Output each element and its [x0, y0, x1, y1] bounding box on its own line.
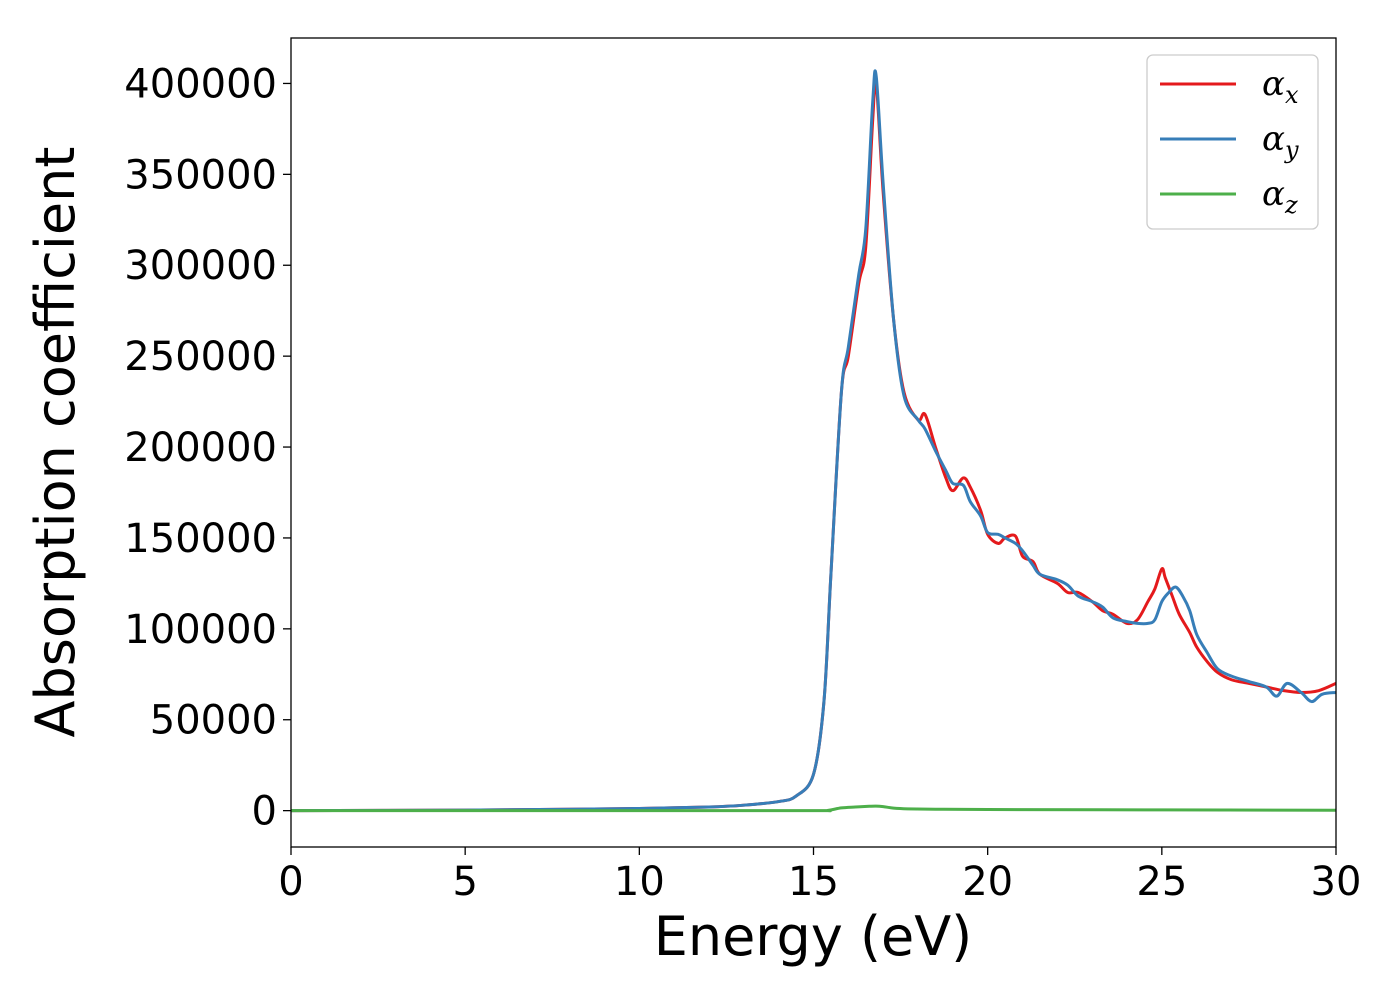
legend-symbol: α: [1262, 119, 1285, 159]
y-axis-label: Absorption coefficient: [24, 147, 87, 738]
legend-box: [1146, 54, 1319, 230]
x-tick-label: 5: [452, 859, 477, 905]
y-tick-label: 100000: [124, 607, 277, 653]
series-layer: [291, 69, 1336, 813]
y-tick-label: 150000: [124, 516, 277, 562]
series-line-y: [291, 69, 1336, 813]
x-tick-label: 30: [1311, 859, 1362, 905]
y-tick-label: 200000: [124, 425, 277, 471]
y-tick-label: 300000: [124, 243, 277, 289]
x-tick-label: 15: [788, 859, 839, 905]
x-axis-label: Energy (eV): [654, 905, 973, 968]
x-tick-label: 25: [1136, 859, 1187, 905]
legend-subscript: x: [1285, 81, 1299, 109]
legend-subscript: y: [1284, 136, 1299, 164]
y-tick-label: 400000: [124, 61, 277, 107]
legend-label-z: αz: [1262, 174, 1298, 219]
legend-symbol: α: [1262, 64, 1285, 104]
x-tick-label: 20: [962, 859, 1013, 905]
y-tick-label: 350000: [124, 152, 277, 198]
x-axis-ticks: 0 5 10 15 20 25 30: [278, 847, 1361, 905]
x-tick-label: 10: [614, 859, 665, 905]
y-tick-label: 250000: [124, 334, 277, 380]
legend-label-x: αx: [1262, 64, 1299, 109]
series-line-z: [291, 804, 1336, 813]
legend-symbol: α: [1262, 174, 1285, 214]
y-tick-label: 50000: [150, 698, 277, 744]
x-tick-label: 0: [278, 859, 303, 905]
legend-label-y: αy: [1262, 119, 1299, 164]
y-axis-ticks: 0 50000 100000 150000 200000 250000 300000 3500…: [124, 61, 291, 835]
legend-subscript: z: [1284, 191, 1298, 219]
y-tick-label: 0: [252, 789, 277, 835]
